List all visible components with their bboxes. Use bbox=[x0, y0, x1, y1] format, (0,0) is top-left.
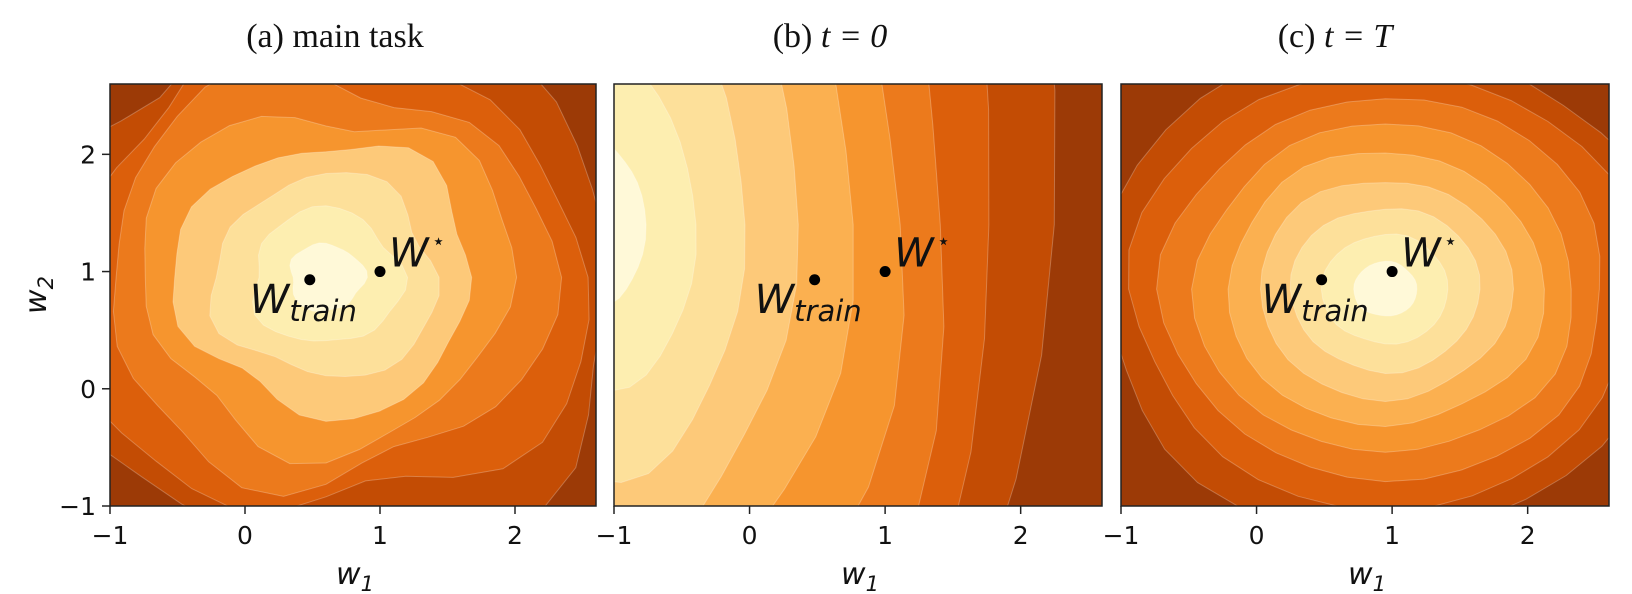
w-train-label: Wtrain bbox=[1262, 277, 1369, 328]
contour-level-1 bbox=[1353, 260, 1418, 317]
x-tick-label: 2 bbox=[1520, 521, 1536, 550]
panel-3: −1 0 1 2 w1 (c) t = T Wtrain W ⋆ bbox=[1103, 18, 1610, 594]
x-tick-label: 2 bbox=[1013, 521, 1029, 550]
contour-bands bbox=[1121, 84, 1609, 506]
x-tick-label: 0 bbox=[742, 521, 758, 550]
x-tick-label: 0 bbox=[237, 521, 253, 550]
y-tick-label: −1 bbox=[59, 492, 96, 521]
w-star-point bbox=[1386, 266, 1398, 278]
w-train-label: Wtrain bbox=[755, 277, 862, 328]
contour-bands bbox=[110, 84, 596, 506]
panel-1: −1 0 1 2 −1 0 1 2 w1 w2 (a) main task Wtrain W ⋆ bbox=[19, 18, 597, 594]
x-tick-label: 2 bbox=[507, 521, 523, 550]
contour-level-1 bbox=[289, 242, 368, 313]
y-axis-label: w2 bbox=[19, 276, 58, 314]
w-star-point bbox=[374, 266, 386, 278]
plot-frame bbox=[109, 83, 597, 507]
contour-level-1 bbox=[614, 148, 647, 303]
w-train-point bbox=[809, 274, 821, 286]
y-tick-label: 2 bbox=[80, 140, 96, 169]
w-star-point bbox=[879, 266, 891, 278]
x-tick-label: 1 bbox=[1384, 521, 1400, 550]
contour-bands bbox=[614, 84, 1056, 506]
x-axis-label: w1 bbox=[336, 557, 374, 594]
x-tick-label: 1 bbox=[372, 521, 388, 550]
x-tick-label: 0 bbox=[1249, 521, 1265, 550]
contour-level-2 bbox=[614, 84, 697, 391]
plot-frame bbox=[1120, 83, 1610, 507]
w-star-label: W ⋆ bbox=[389, 230, 445, 277]
w-train-label: Wtrain bbox=[250, 277, 357, 328]
panel-title: (c) t = T bbox=[1278, 18, 1395, 55]
plot-frame bbox=[613, 83, 1103, 507]
w-train-point bbox=[304, 274, 316, 286]
x-tick-label: −1 bbox=[1103, 521, 1140, 550]
panel-title: (a) main task bbox=[246, 18, 424, 55]
x-tick-label: −1 bbox=[92, 521, 129, 550]
w-star-label: W ⋆ bbox=[1401, 230, 1457, 277]
panel-title: (b) t = 0 bbox=[773, 18, 888, 55]
x-axis-label: w1 bbox=[1348, 557, 1386, 594]
w-train-point bbox=[1316, 274, 1328, 286]
y-tick-label: 1 bbox=[80, 258, 96, 287]
panel-2: −1 0 1 2 w1 (b) t = 0 Wtrain W ⋆ bbox=[596, 18, 1103, 594]
x-tick-label: −1 bbox=[596, 521, 633, 550]
x-tick-label: 1 bbox=[877, 521, 893, 550]
w-star-label: W ⋆ bbox=[894, 230, 950, 277]
y-tick-label: 0 bbox=[80, 375, 96, 404]
x-axis-label: w1 bbox=[841, 557, 879, 594]
